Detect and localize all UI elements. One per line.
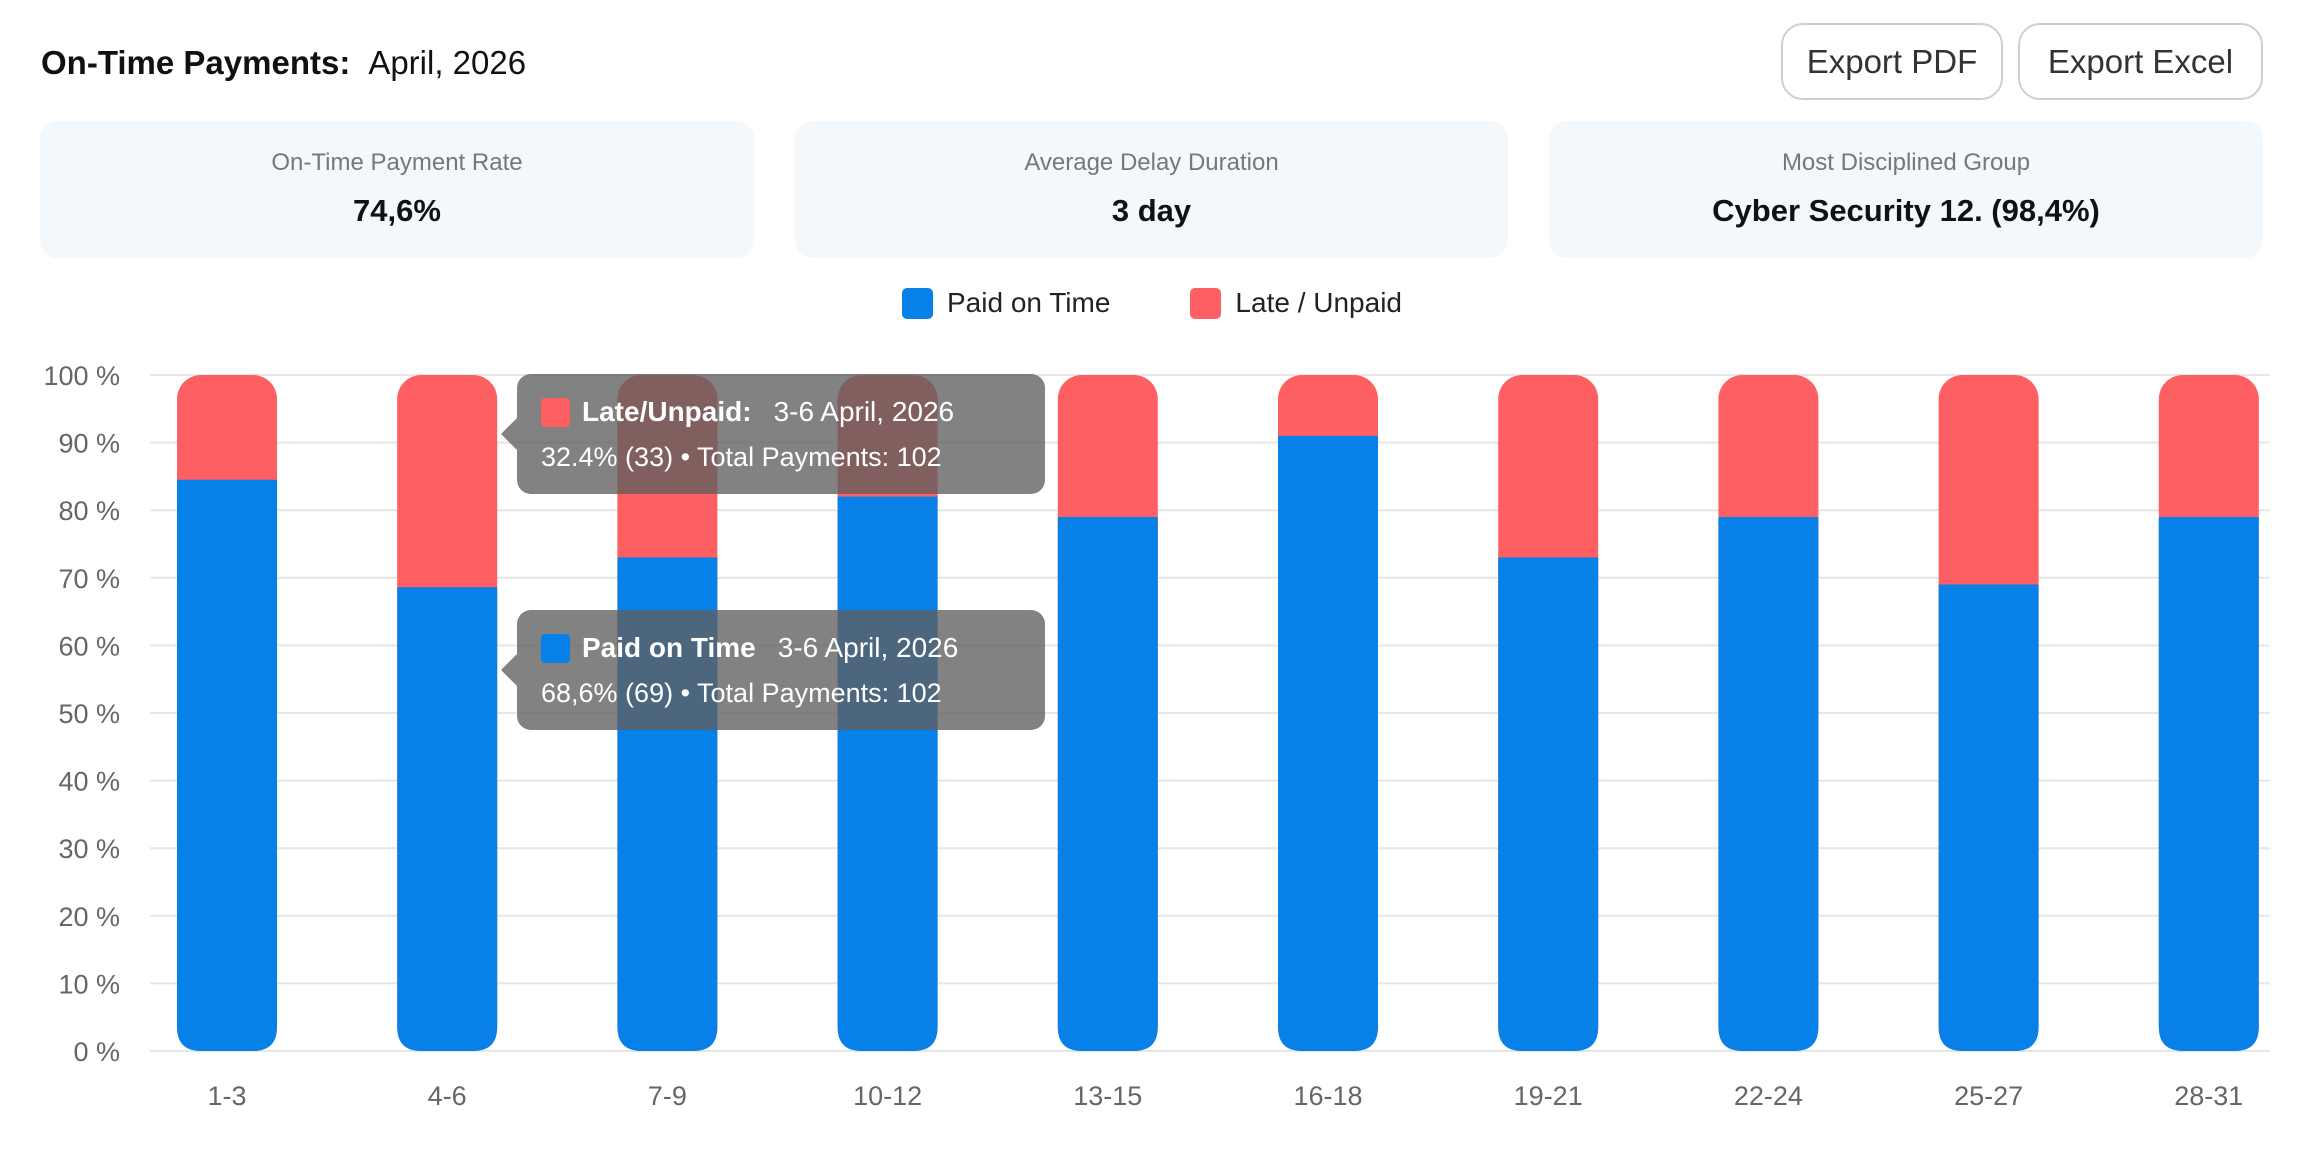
- legend-swatch-late: [1190, 287, 1222, 319]
- bar-paid-25-27: [1938, 584, 2039, 1051]
- y-tick-label: 100 %: [43, 361, 120, 391]
- stacked-bar-chart: 0 % 10 % 20 % 30 % 40 % 50 % 60 % 70 % 80 % 90 % 1…: [43, 361, 2270, 1111]
- legend-item-late[interactable]: Late / Unpaid: [1190, 287, 1402, 319]
- kpi-value: 74,6%: [353, 193, 441, 228]
- x-tick-label: 28-31: [2174, 1081, 2243, 1111]
- y-tick-label: 70 %: [58, 564, 120, 594]
- kpi-average-delay: Average Delay Duration 3 day: [795, 121, 1508, 258]
- y-tick-label: 10 %: [58, 969, 120, 999]
- kpi-label: Most Disciplined Group: [1781, 149, 2031, 176]
- title-label: On-Time Payments:: [41, 44, 351, 81]
- x-tick-label: 7-9: [648, 1081, 687, 1111]
- tooltip-late-unpaid: Late/Unpaid: 3-6 April, 2026 32.4% (33) …: [501, 374, 1045, 494]
- bar-paid-19-21: [1498, 557, 1599, 1051]
- legend-swatch-paid: [902, 287, 933, 319]
- y-tick-label: 0 %: [73, 1037, 120, 1067]
- tooltip-title: Paid on Time: [582, 632, 756, 663]
- bar-paid-4-6: [397, 587, 498, 1051]
- bar-paid-22-24: [1718, 516, 1819, 1051]
- x-tick-label: 16-18: [1293, 1081, 1362, 1111]
- y-tick-label: 40 %: [58, 767, 120, 797]
- kpi-label: On-Time Payment Rate: [271, 149, 523, 176]
- tooltip-swatch-paid: [541, 633, 570, 663]
- kpi-on-time-rate: On-Time Payment Rate 74,6%: [40, 121, 754, 258]
- page-title: On-Time Payments: April, 2026: [41, 38, 526, 88]
- x-tick-label: 1-3: [207, 1081, 246, 1111]
- kpi-most-disciplined: Most Disciplined Group Cyber Security 12…: [1549, 121, 2263, 258]
- y-tick-label: 20 %: [58, 902, 120, 932]
- x-tick-label: 13-15: [1073, 1081, 1142, 1111]
- bar-paid-10-12: [837, 496, 938, 1051]
- legend-label-late: Late / Unpaid: [1235, 287, 1402, 318]
- y-tick-label: 30 %: [58, 834, 120, 864]
- y-tick-label: 60 %: [58, 631, 120, 661]
- tooltip-paid-on-time: Paid on Time 3-6 April, 2026 68,6% (69) …: [501, 610, 1045, 730]
- x-tick-label: 25-27: [1954, 1081, 2023, 1111]
- kpi-value: Cyber Security 12. (98,4%): [1712, 193, 2100, 228]
- kpi-label: Average Delay Duration: [1024, 149, 1279, 176]
- tooltip-title: Late/Unpaid:: [582, 396, 752, 427]
- y-tick-label: 90 %: [58, 429, 120, 459]
- tooltip-detail: 32.4% (33) • Total Payments: 102: [541, 442, 942, 472]
- kpi-value: 3 day: [1111, 193, 1192, 228]
- export-excel-button[interactable]: Export Excel: [2018, 23, 2263, 100]
- bar-paid-16-18: [1278, 435, 1378, 1052]
- x-tick-label: 19-21: [1514, 1081, 1583, 1111]
- x-tick-label: 10-12: [853, 1081, 922, 1111]
- x-tick-label: 4-6: [428, 1081, 467, 1111]
- y-tick-label: 80 %: [58, 496, 120, 526]
- legend-label-paid: Paid on Time: [947, 287, 1111, 318]
- bar-paid-1-3: [177, 479, 277, 1051]
- y-tick-label: 50 %: [58, 699, 120, 729]
- legend-item-paid[interactable]: Paid on Time: [902, 287, 1110, 319]
- export-pdf-button[interactable]: Export PDF: [1781, 23, 2003, 100]
- tooltip-detail: 68,6% (69) • Total Payments: 102: [541, 678, 942, 708]
- tooltip-range: 3-6 April, 2026: [773, 396, 955, 427]
- tooltip-swatch-late: [541, 397, 570, 427]
- tooltip-range: 3-6 April, 2026: [777, 632, 959, 663]
- bar-paid-13-15: [1057, 516, 1158, 1051]
- chart-legend: Paid on Time Late / Unpaid: [0, 287, 2304, 319]
- bar-paid-28-31: [2158, 516, 2259, 1051]
- title-period: April, 2026: [368, 44, 527, 81]
- x-tick-label: 22-24: [1734, 1081, 1803, 1111]
